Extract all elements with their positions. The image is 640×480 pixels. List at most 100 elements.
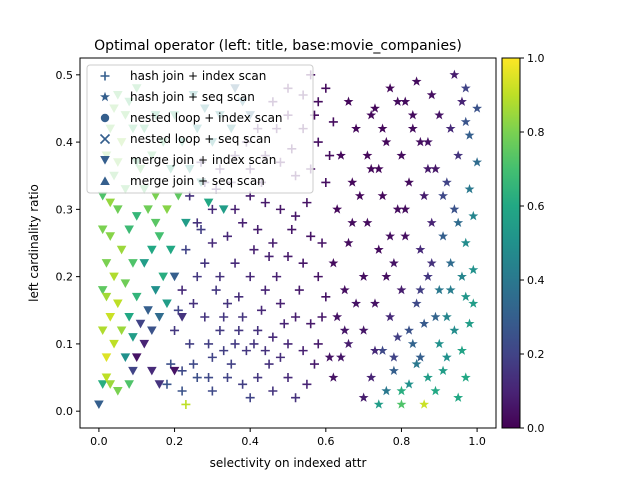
data-point bbox=[291, 211, 301, 221]
data-point bbox=[113, 299, 123, 309]
data-point bbox=[185, 339, 195, 349]
data-point bbox=[347, 177, 358, 187]
legend-marker bbox=[100, 176, 110, 185]
legend-marker bbox=[100, 156, 110, 165]
data-point bbox=[438, 190, 448, 201]
data-point bbox=[351, 123, 362, 133]
colorbar-tick-label: 0.0 bbox=[527, 422, 545, 435]
data-point bbox=[419, 318, 430, 328]
data-point bbox=[147, 366, 157, 376]
data-point bbox=[385, 83, 396, 93]
data-point bbox=[339, 284, 350, 295]
colorbar-axis: 0.0 0.2 0.4 0.6 0.8 1.0 bbox=[520, 52, 545, 435]
data-point bbox=[97, 191, 108, 201]
data-point bbox=[218, 205, 229, 214]
chart-title: Optimal operator (left: title, base:movi… bbox=[94, 38, 462, 54]
data-point bbox=[181, 245, 191, 255]
data-point bbox=[105, 380, 116, 389]
data-point bbox=[139, 259, 150, 268]
data-point bbox=[234, 325, 244, 335]
data-point bbox=[275, 204, 285, 214]
x-tick-label: 1.0 bbox=[468, 435, 486, 448]
data-point bbox=[268, 332, 278, 342]
data-point bbox=[283, 251, 293, 261]
data-point bbox=[116, 326, 127, 336]
data-point bbox=[415, 136, 426, 147]
data-point bbox=[154, 380, 165, 389]
data-point bbox=[400, 96, 411, 106]
data-point bbox=[234, 292, 244, 302]
data-point bbox=[97, 326, 108, 336]
data-point bbox=[211, 285, 221, 295]
x-tick-label: 0.8 bbox=[393, 435, 411, 448]
data-point bbox=[128, 259, 138, 268]
data-point bbox=[162, 205, 172, 214]
data-point bbox=[430, 163, 441, 174]
data-point bbox=[226, 359, 236, 369]
data-point bbox=[192, 218, 202, 228]
data-point bbox=[306, 231, 316, 241]
data-point bbox=[219, 312, 229, 322]
data-point bbox=[207, 238, 217, 248]
data-point bbox=[347, 217, 358, 228]
data-point bbox=[128, 366, 138, 376]
data-point bbox=[150, 286, 161, 295]
data-point bbox=[116, 245, 127, 255]
data-point bbox=[291, 393, 301, 403]
data-point bbox=[177, 386, 187, 396]
legend-label: hash join + seq scan bbox=[130, 90, 255, 104]
data-point bbox=[135, 319, 146, 329]
data-point bbox=[343, 237, 354, 248]
data-point bbox=[109, 272, 119, 282]
x-tick-label: 0.6 bbox=[317, 435, 335, 448]
y-tick-label: 0.3 bbox=[56, 203, 74, 216]
data-point bbox=[128, 333, 138, 342]
data-point bbox=[158, 272, 168, 282]
data-point bbox=[430, 311, 441, 322]
data-point bbox=[453, 217, 464, 228]
data-point bbox=[173, 191, 184, 201]
data-point bbox=[449, 69, 460, 80]
data-point bbox=[203, 198, 214, 208]
data-point bbox=[438, 231, 448, 241]
data-point bbox=[298, 258, 308, 268]
data-point bbox=[283, 339, 293, 349]
data-point bbox=[366, 372, 377, 382]
data-point bbox=[336, 150, 346, 160]
colorbar-tick-label: 1.0 bbox=[527, 52, 545, 65]
data-point bbox=[460, 237, 471, 248]
data-point bbox=[150, 191, 161, 201]
data-point bbox=[404, 325, 414, 335]
data-point bbox=[207, 204, 217, 214]
colorbar bbox=[501, 57, 521, 429]
data-point bbox=[343, 338, 354, 349]
y-tick-label: 0.4 bbox=[56, 136, 74, 149]
data-point bbox=[449, 204, 460, 214]
data-point bbox=[306, 319, 316, 329]
data-point bbox=[177, 366, 187, 376]
data-point bbox=[392, 331, 403, 342]
data-point bbox=[411, 298, 422, 308]
data-point bbox=[358, 271, 369, 281]
data-point bbox=[222, 231, 232, 241]
data-point bbox=[238, 312, 248, 322]
data-point bbox=[120, 279, 131, 288]
data-point bbox=[358, 392, 369, 402]
y-tick-label: 0.5 bbox=[56, 69, 74, 82]
data-point bbox=[377, 190, 388, 201]
data-point bbox=[396, 385, 407, 396]
data-point bbox=[188, 299, 198, 309]
data-point bbox=[328, 257, 339, 268]
data-point bbox=[415, 352, 426, 362]
plot-frame bbox=[79, 57, 497, 429]
data-point bbox=[188, 359, 198, 369]
data-point bbox=[192, 373, 202, 383]
data-point bbox=[124, 380, 134, 389]
data-point bbox=[400, 231, 411, 241]
data-point bbox=[381, 385, 392, 396]
data-point bbox=[105, 198, 116, 208]
x-tick-label: 0.4 bbox=[241, 435, 259, 448]
data-point bbox=[381, 271, 392, 281]
data-point bbox=[385, 311, 396, 322]
data-point bbox=[170, 325, 180, 335]
